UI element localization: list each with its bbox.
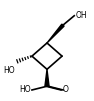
Polygon shape [47, 24, 64, 43]
Text: HO: HO [19, 85, 31, 94]
Polygon shape [45, 69, 49, 86]
Text: O: O [63, 85, 69, 94]
Text: HO: HO [3, 66, 15, 75]
Text: OH: OH [75, 11, 87, 20]
